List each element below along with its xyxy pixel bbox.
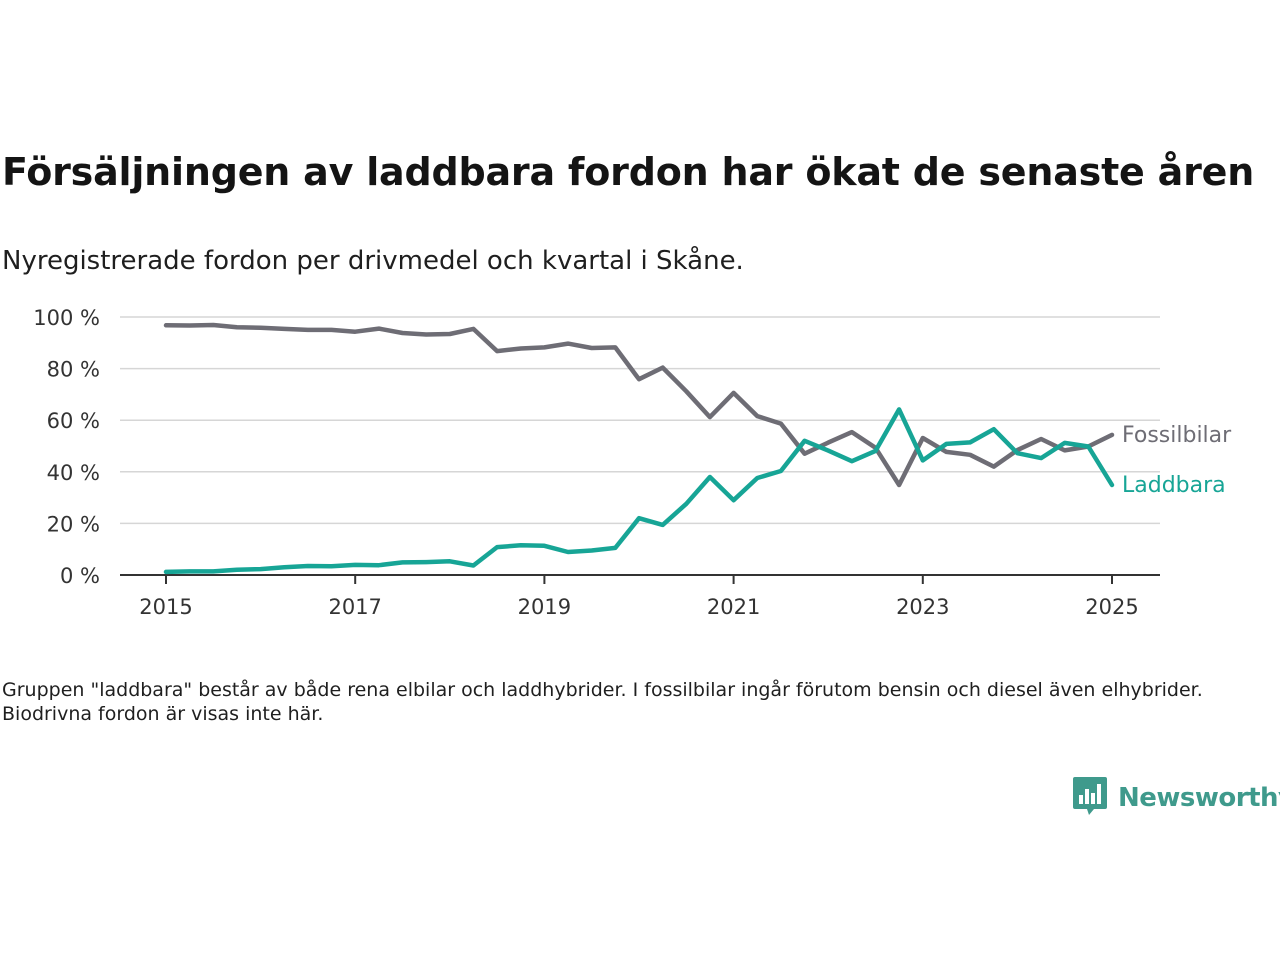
brand-logo[interactable]: Newsworthy [1072,776,1280,820]
y-tick-label: 40 % [47,461,100,485]
x-tick-label: 2025 [1085,595,1138,619]
y-tick-label: 80 % [47,358,100,382]
newsworthy-logo-icon [1072,775,1108,821]
y-tick-label: 60 % [47,409,100,433]
grid-lines [120,316,1160,525]
chart-title: Försäljningen av laddbara fordon har öka… [2,150,1255,194]
x-tick-label: 2021 [707,595,760,619]
brand-name: Newsworthy [1118,783,1280,813]
series-lines [163,322,1115,575]
series-label-fossilbilar: Fossilbilar [1122,423,1232,448]
series-label-laddbara: Laddbara [1122,473,1226,498]
x-tick-label: 2017 [328,595,381,619]
y-tick-label: 0 % [60,564,100,588]
chart-subtitle: Nyregistrerade fordon per drivmedel och … [2,246,744,276]
line-chart: 0 % 20 % 40 % 60 % 80 % 100 % 2015 2017 2019 202… [33,306,1232,619]
x-axis: 2015 2017 2019 2021 2023 2025 [120,574,1160,619]
y-tick-label: 20 % [47,512,100,536]
x-tick-label: 2019 [518,595,571,619]
y-tick-label: 100 % [33,306,100,330]
series-line-fossilbilar [163,322,1115,488]
x-tick-label: 2023 [896,595,949,619]
x-tick-label: 2015 [139,595,192,619]
y-axis: 0 % 20 % 40 % 60 % 80 % 100 % [33,306,100,588]
footnote: Gruppen "laddbara" består av både rena e… [2,679,1203,725]
series-labels: Fossilbilar Laddbara [1122,423,1232,498]
series-line-laddbara [163,407,1115,575]
